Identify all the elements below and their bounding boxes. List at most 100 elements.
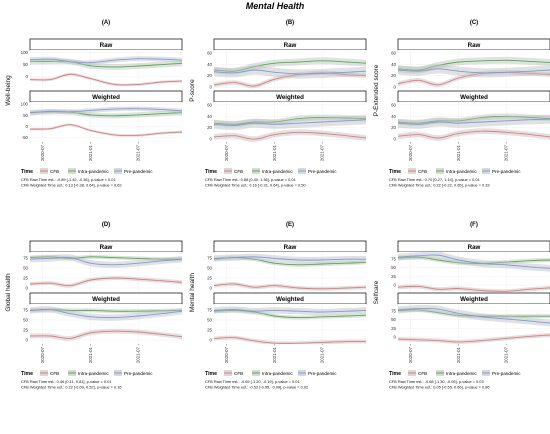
series-line-pre-pandemic — [30, 309, 182, 319]
series-group — [30, 306, 182, 341]
facet-strip-label: Weighted — [92, 94, 120, 101]
legend-label: Intra-pandemic — [446, 169, 477, 174]
model-estimate-caption: CFB Raw Time est.: 0.88 [0.40, 1.36], p-… — [205, 177, 296, 182]
series-group — [214, 306, 366, 344]
series-line-pre-pandemic — [398, 118, 550, 125]
y-tick-label: 75 — [391, 308, 396, 313]
series-line-cfb — [214, 337, 366, 344]
y-axis-label: Selfcare — [373, 280, 380, 304]
y-tick-label: 0 — [394, 85, 397, 90]
model-estimate-caption: CFB Weighted Time est.: 0.13 [-0.38, 0.6… — [21, 183, 122, 188]
series-line-intra-pandemic — [398, 115, 550, 124]
series-line-cfb — [214, 283, 366, 290]
plot-area — [398, 252, 550, 292]
x-tick-label: 2021-07 — [504, 144, 509, 161]
y-tick-label: 50 — [207, 318, 212, 323]
facet-strip-label: Raw — [284, 244, 297, 251]
series-line-cfb — [30, 277, 182, 287]
y-tick-label: 60 — [207, 102, 212, 107]
facet-strip-label: Raw — [284, 42, 297, 49]
y-tick-label: 40 — [391, 62, 396, 67]
y-tick-label: 50 — [23, 266, 28, 271]
series-line-intra-pandemic — [30, 60, 182, 68]
legend-label: Pre-pandemic — [124, 169, 153, 174]
series-group — [30, 106, 182, 137]
panels-container: (A) Well-being Raw 0 50 100 Weighted -50 0 50 100 2… — [5, 20, 550, 390]
x-tick-label: 2020-07 — [408, 144, 413, 161]
legend-label: Intra-pandemic — [262, 169, 293, 174]
confidence-band-cfb — [30, 123, 182, 137]
legend-label: Pre-pandemic — [308, 169, 337, 174]
x-tick-label: 2021-07 — [504, 346, 509, 363]
y-axis-label: Well-being — [5, 75, 12, 106]
series-line-intra-pandemic — [398, 309, 550, 317]
y-axis-label: Mental health — [189, 273, 196, 312]
facet-weighted: Weighted 0 20 40 60 — [207, 90, 367, 142]
series-line-cfb — [398, 71, 550, 86]
facet-raw: Raw 0 20 40 60 — [207, 38, 367, 90]
x-tick-label: 2021-01 — [272, 346, 277, 363]
y-tick-label: 0 — [210, 286, 213, 291]
legend-label: Pre-pandemic — [124, 371, 153, 376]
x-tick-label: 2021-01 — [456, 346, 461, 363]
x-tick-label: 2021-01 — [272, 144, 277, 161]
confidence-band-pre-pandemic — [214, 65, 366, 79]
y-tick-label: 20 — [207, 73, 212, 78]
confidence-band-pre-pandemic — [398, 252, 550, 272]
x-tick-label: 2021-01 — [88, 346, 93, 363]
series-group — [214, 57, 366, 89]
legend-label: Intra-pandemic — [446, 371, 477, 376]
x-tick-label: 2021-07 — [136, 144, 141, 161]
figure-title: Mental Health — [246, 1, 305, 11]
confidence-band-pre-pandemic — [398, 64, 550, 78]
y-tick-label: 60 — [207, 50, 212, 55]
series-line-pre-pandemic — [214, 69, 366, 75]
legend-title: Time — [21, 371, 33, 377]
y-tick-label: 100 — [21, 50, 29, 55]
series-line-intra-pandemic — [214, 309, 366, 319]
facet-raw: Raw 0 20 40 60 — [391, 38, 550, 90]
facet-strip-label: Raw — [468, 42, 481, 49]
panel-letter: (F) — [470, 222, 478, 228]
series-group — [30, 56, 182, 87]
series-line-pre-pandemic — [30, 256, 182, 266]
series-line-pre-pandemic — [398, 308, 550, 324]
y-tick-label: 0 — [210, 85, 213, 90]
y-tick-label: 25 — [391, 274, 396, 279]
confidence-band-intra-pandemic — [30, 254, 182, 262]
y-tick-label: 25 — [391, 326, 396, 331]
y-tick-label: 0 — [26, 124, 29, 129]
series-line-cfb — [30, 124, 182, 136]
legend-title: Time — [389, 169, 401, 175]
y-axis-label: P-Extended score — [373, 64, 380, 116]
y-tick-label: 25 — [207, 328, 212, 333]
plot-area — [398, 50, 550, 90]
panel-letter: (B) — [286, 20, 294, 26]
confidence-band-cfb — [398, 284, 550, 292]
y-tick-label: 20 — [391, 73, 396, 78]
y-tick-label: 25 — [23, 328, 28, 333]
legend-title: Time — [21, 169, 33, 175]
y-tick-label: 20 — [207, 125, 212, 130]
x-tick-label: 2020-07 — [40, 144, 45, 161]
y-tick-label: 40 — [207, 62, 212, 67]
x-tick-label: 2020-07 — [408, 346, 413, 363]
series-line-intra-pandemic — [214, 116, 366, 125]
model-estimate-caption: CFB Raw Time est.: -0.69 [-1.20, -0.19],… — [205, 379, 300, 384]
panel-d: (D) Global health Raw 0 25 50 75 Weighted 0 25 50 7… — [5, 222, 183, 390]
series-group — [214, 114, 366, 142]
y-tick-label: 0 — [26, 338, 29, 343]
facet-raw: Raw 0 25 50 75 — [391, 240, 550, 292]
confidence-band-intra-pandemic — [398, 255, 550, 266]
facet-raw: Raw 0 25 50 75 — [23, 240, 183, 292]
panel-c: (C) P-Extended score Raw 0 20 40 60 Weighted 0 20… — [373, 20, 550, 188]
model-estimate-caption: CFB Weighted Time est.: 0.05 [-0.55, 0.6… — [389, 385, 490, 390]
series-line-pre-pandemic — [30, 108, 182, 114]
facet-weighted: Weighted 0 25 50 75 — [391, 292, 550, 344]
confidence-band-intra-pandemic — [30, 307, 182, 314]
facet-weighted: Weighted 0 25 50 75 — [23, 292, 183, 344]
y-tick-label: 50 — [391, 317, 396, 322]
facet-strip-label: Weighted — [276, 296, 304, 303]
series-line-intra-pandemic — [214, 60, 366, 72]
y-tick-label: 50 — [23, 62, 28, 67]
